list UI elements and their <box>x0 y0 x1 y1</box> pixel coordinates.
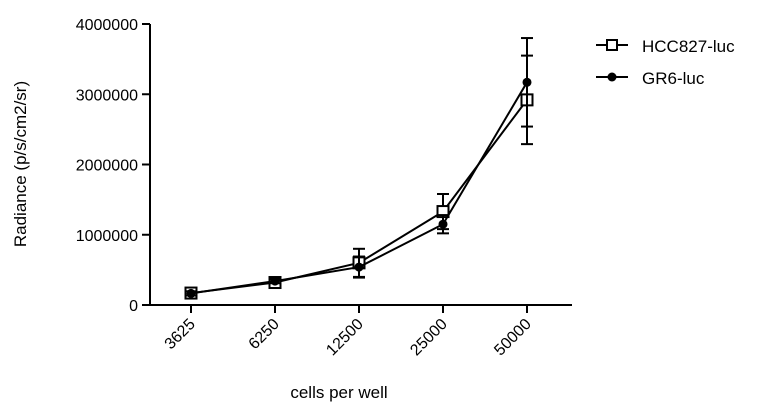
data-point <box>522 77 532 87</box>
x-tick-label: 12500 <box>323 316 367 360</box>
x-axis-title: cells per well <box>290 383 387 402</box>
y-tick-label: 3000000 <box>76 87 138 104</box>
legend-item-gr6: GR6-luc <box>596 69 705 88</box>
y-tick-label: 1000000 <box>76 228 138 245</box>
y-tick-label: 4000000 <box>76 17 138 34</box>
legend-marker-gr6 <box>607 72 617 82</box>
x-tick-label: 25000 <box>407 316 451 360</box>
legend-label-gr6: GR6-luc <box>642 69 705 88</box>
data-point <box>270 276 280 286</box>
y-tick-label: 2000000 <box>76 158 138 175</box>
y-tick-label: 0 <box>129 298 138 315</box>
x-ticks: 3625 6250 12500 25000 50000 <box>162 305 535 359</box>
series-gr6 <box>185 37 533 298</box>
legend-marker-hcc827 <box>606 39 618 51</box>
series-layer <box>184 37 534 300</box>
legend-label-hcc827: HCC827-luc <box>642 37 735 56</box>
y-axis-title: Radiance (p/s/cm2/sr) <box>11 81 30 247</box>
y-ticks: 0 1000000 2000000 3000000 4000000 <box>76 17 150 315</box>
x-tick-label: 50000 <box>491 316 535 360</box>
data-point <box>186 288 196 298</box>
x-tick-label: 6250 <box>246 316 283 353</box>
x-tick-label: 3625 <box>162 316 199 353</box>
legend: HCC827-luc GR6-luc <box>596 37 735 88</box>
data-point <box>354 262 364 272</box>
data-point <box>438 219 448 229</box>
legend-item-hcc827: HCC827-luc <box>596 37 735 56</box>
